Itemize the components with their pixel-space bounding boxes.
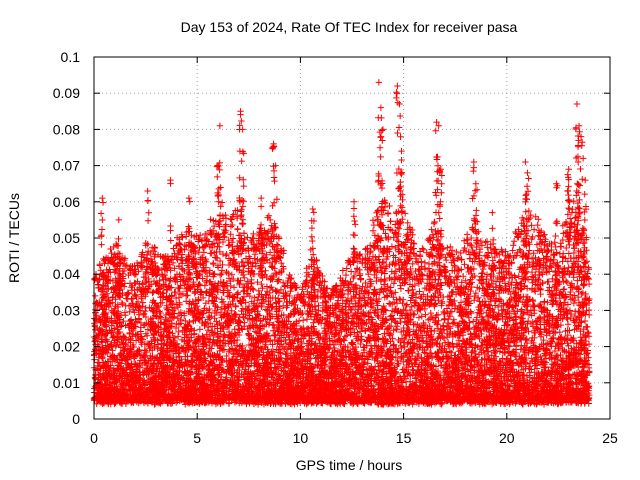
data-point [478,330,485,338]
data-point [268,304,275,311]
data-point [461,244,468,252]
data-point [575,181,582,189]
data-point [411,311,418,318]
data-point [418,313,425,320]
data-point [210,260,217,268]
data-point [348,361,355,368]
data-points [90,79,593,408]
data-point [206,227,214,234]
data-point [409,349,416,357]
data-point [227,223,235,230]
data-point [456,320,463,327]
data-point [545,247,552,254]
data-point [168,304,176,311]
data-point [367,247,374,255]
data-point [570,197,577,205]
data-point [531,303,538,310]
data-point [375,313,382,321]
data-point [528,222,535,229]
data-point [303,316,311,323]
data-point [397,318,404,326]
data-point [556,328,563,336]
data-point [478,242,486,249]
data-point [210,222,218,230]
data-point [565,238,572,245]
data-point [196,231,204,239]
data-point [218,299,226,306]
data-point [564,258,572,265]
data-point [379,335,386,342]
data-point [186,318,193,326]
data-point [386,202,393,210]
data-point [494,303,502,311]
data-point [520,318,527,325]
data-point [506,285,513,293]
data-point [476,298,483,305]
data-point [220,233,228,240]
data-point [409,260,416,268]
data-point [393,300,401,307]
data-point [390,234,397,241]
data-point [196,326,204,333]
grid-lines [94,57,610,419]
data-point [543,267,550,275]
data-point [472,289,480,297]
data-point [520,222,527,229]
data-point [172,288,179,296]
data-point [450,343,457,351]
data-point [394,349,401,356]
data-point [397,285,405,292]
data-point [203,258,210,266]
data-point [362,279,369,287]
data-point [474,309,482,316]
data-point [576,196,583,204]
data-point [396,295,403,303]
data-point [219,261,226,269]
data-point [433,236,441,243]
data-point [213,294,220,302]
data-point [179,266,187,273]
data-point [150,248,157,255]
data-point [549,334,556,342]
data-point [227,282,234,290]
data-point [362,288,369,295]
data-point [393,236,401,244]
data-point [228,216,235,223]
data-point [485,249,492,256]
data-point [270,327,277,334]
data-point [512,228,519,236]
data-point [510,238,518,245]
data-point [528,355,535,362]
data-point [244,278,251,285]
data-point [227,231,234,238]
data-point [417,295,424,302]
data-point [424,292,431,300]
data-point [568,310,575,318]
data-point [411,281,419,289]
data-point [375,324,382,332]
data-point [565,204,572,212]
data-point [461,261,468,268]
data-point [435,297,442,304]
data-point [370,221,378,229]
data-point [427,309,435,317]
data-point [399,300,406,307]
data-point [420,291,427,298]
chart-title: Day 153 of 2024, Rate Of TEC Index for r… [181,19,518,35]
